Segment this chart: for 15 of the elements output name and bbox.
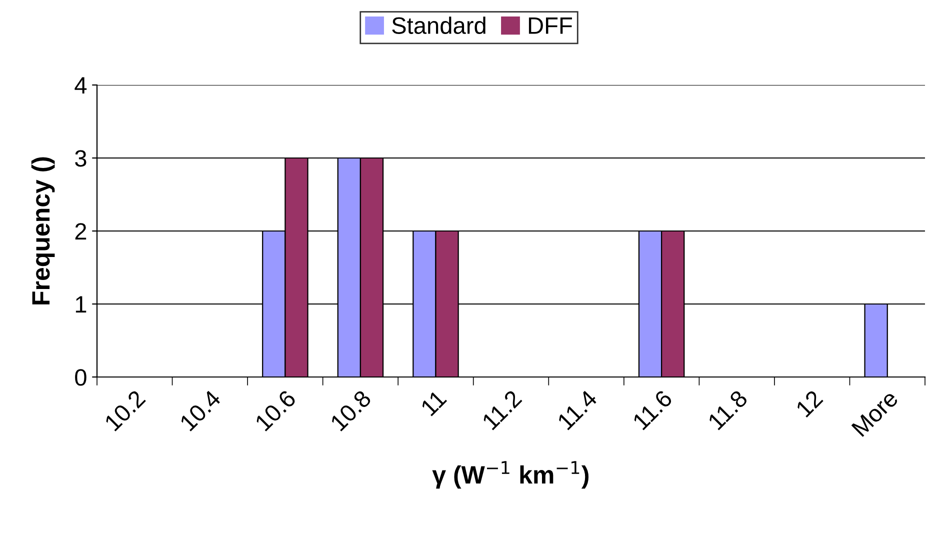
legend-label: Standard [392, 16, 486, 34]
y-tick-label: 1 [76, 296, 86, 313]
y-tick-label: 2 [75, 223, 86, 240]
legend-label: DFF [528, 18, 572, 34]
y-tick-label: 3 [75, 150, 86, 167]
y-tick-label: 4 [74, 77, 87, 94]
x-tick-label: 11.2 [481, 389, 522, 430]
x-tick-label: 11.8 [707, 389, 748, 430]
y-axis-title: Frequency () [31, 157, 55, 304]
x-tick-label: 11 [420, 390, 448, 416]
x-tick-label: 12 [795, 389, 824, 418]
x-axis-title: γ (W$^{−1}$ km$^{−1}$) [432, 461, 588, 489]
y-tick-label: 0 [75, 369, 86, 386]
x-tick-label: 11.4 [556, 389, 598, 430]
x-tick-label: 11.6 [632, 389, 674, 430]
